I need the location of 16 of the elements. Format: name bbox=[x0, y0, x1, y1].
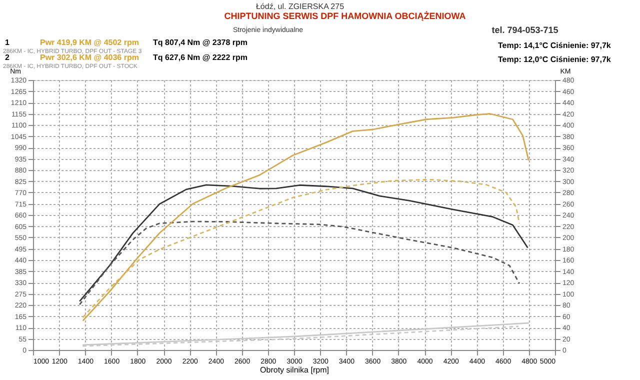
line-series bbox=[82, 178, 520, 318]
line-series bbox=[78, 184, 528, 302]
text: CHIPTUNING SERWIS DPF HAMOWNIA OBCIĄŻENIOWA bbox=[224, 11, 466, 21]
text: 2 bbox=[5, 53, 10, 62]
text: Temp: 12,0°C Ciśnienie: 97,7k bbox=[498, 55, 612, 64]
text: Pwr 419,9 KM @ 4502 rpm bbox=[40, 38, 139, 47]
text: Temp: 14,1°C Ciśnienie: 97,7k bbox=[498, 41, 612, 50]
text: 1 bbox=[5, 38, 10, 47]
text: Tq 627,6 Nm @ 2222 rpm bbox=[153, 53, 248, 62]
text: Pwr 302,6 KM @ 4036 rpm bbox=[40, 53, 139, 62]
text: Tq 807,4 Nm @ 2378 rpm bbox=[153, 38, 248, 47]
line-series bbox=[78, 220, 520, 306]
text: tel. 794-053-715 bbox=[492, 25, 558, 35]
line-series bbox=[82, 113, 530, 322]
text: Łódź, ul. ZGIERSKA 275 bbox=[256, 2, 345, 11]
x-axis-title: Obroty silnika [rpm] bbox=[260, 366, 329, 374]
